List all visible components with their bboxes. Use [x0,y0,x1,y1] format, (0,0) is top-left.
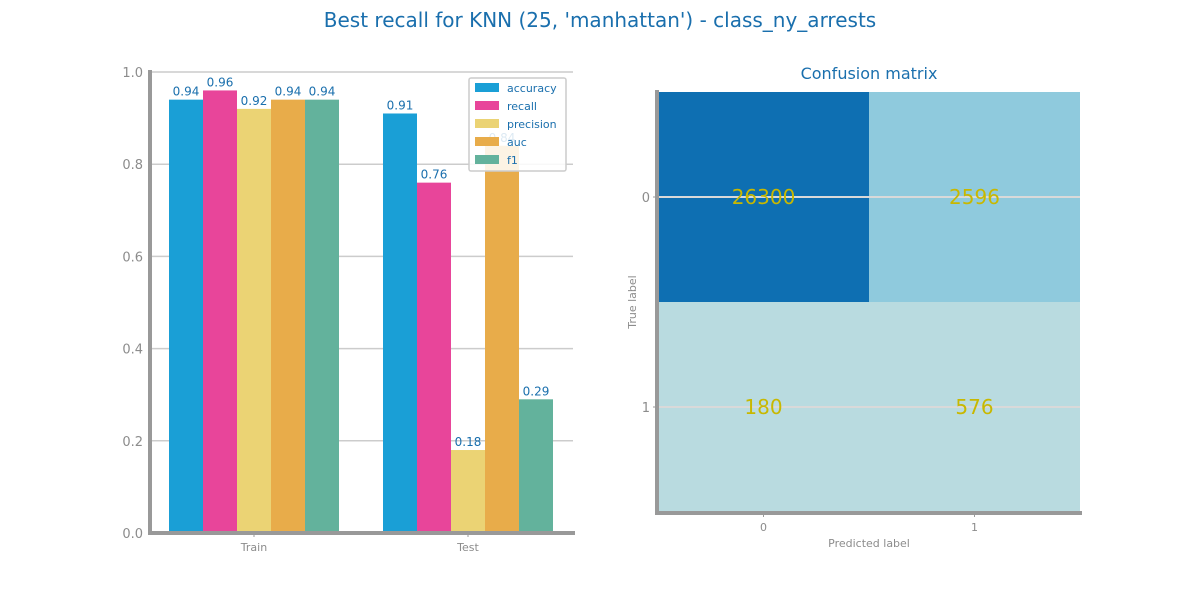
data-label: 0.96 [207,75,234,89]
legend-swatch-recall [475,101,499,110]
bar-precision-train [237,108,271,533]
bar-accuracy-train [169,99,203,533]
y-tick-label: 0.0 [122,527,143,542]
y-tick-label: 0.6 [122,250,143,265]
bar-f1-test [519,399,553,533]
y-tick-label: 0.4 [122,343,143,358]
data-label: 0.18 [455,435,482,449]
x-tick-label: Test [456,541,479,554]
y-tick-label: 0.2 [122,435,143,450]
data-label: 0.91 [387,98,414,112]
x-tick-label: Train [240,541,267,554]
bar-auc-train [271,99,305,533]
x-axis-title: Predicted label [828,537,910,550]
legend-swatch-f1 [475,155,499,164]
bar-accuracy-test [383,113,417,534]
legend-label-auc: auc [507,136,527,149]
data-label: 0.94 [173,85,200,99]
heatmap-value-label: 576 [955,395,993,419]
data-label: 0.92 [241,94,268,108]
legend-label-precision: precision [507,118,557,131]
heatmap-value-label: 26300 [732,185,796,209]
legend-label-f1: f1 [507,154,518,167]
legend-swatch-accuracy [475,83,499,92]
data-label: 0.94 [275,85,302,99]
bar-f1-train [305,99,339,533]
heatmap-value-label: 2596 [949,185,1000,209]
bar-precision-test [451,450,485,533]
heatmap-x-tick-label: 0 [760,521,767,534]
legend-swatch-auc [475,137,499,146]
heatmap-y-tick-label: 1 [642,401,650,416]
data-label: 0.94 [309,85,336,99]
heatmap-x-tick-label: 1 [971,521,978,534]
bar-recall-train [203,90,237,533]
confusion-matrix-title: Confusion matrix [801,64,938,83]
data-label: 0.29 [523,384,550,398]
legend-label-accuracy: accuracy [507,82,557,95]
y-tick-label: 0.8 [122,158,143,173]
y-axis-title: True label [626,275,639,329]
legend-label-recall: recall [507,100,537,113]
heatmap-value-label: 180 [744,395,782,419]
data-label: 0.76 [421,168,448,182]
bar-auc-test [485,145,519,533]
heatmap-y-tick-label: 0 [642,191,650,206]
figure-title: Best recall for KNN (25, 'manhattan') - … [323,8,877,32]
legend-swatch-precision [475,119,499,128]
bar-recall-test [417,182,451,533]
y-tick-label: 1.0 [122,66,143,81]
